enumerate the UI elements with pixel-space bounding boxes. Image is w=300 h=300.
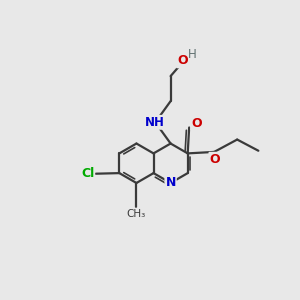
Text: O: O — [177, 54, 188, 67]
Text: O: O — [209, 153, 220, 166]
Text: N: N — [165, 176, 176, 190]
Text: H: H — [188, 48, 197, 61]
Text: NH: NH — [146, 116, 165, 129]
Text: Cl: Cl — [81, 167, 94, 180]
Text: CH₃: CH₃ — [127, 208, 146, 219]
Text: O: O — [191, 117, 202, 130]
